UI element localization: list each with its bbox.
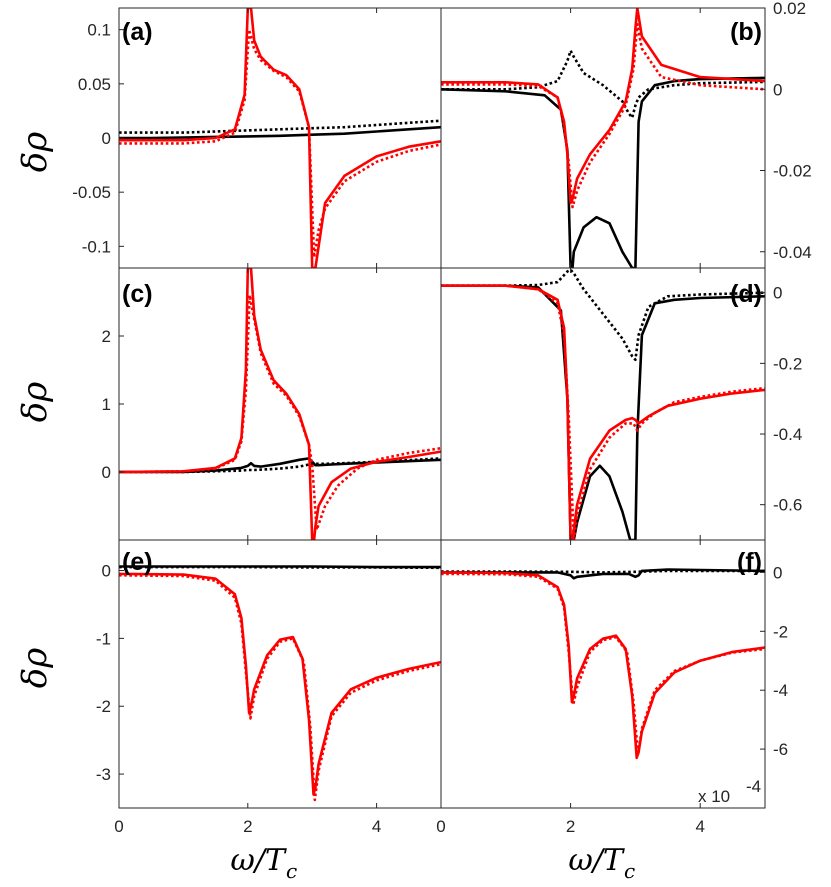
panel-label: (c) bbox=[122, 280, 153, 308]
series-group bbox=[441, 8, 765, 268]
y-tick-label: 0 bbox=[773, 563, 782, 582]
series-group bbox=[119, 268, 441, 540]
y-tick-label: 0 bbox=[102, 463, 111, 482]
panel-label: (e) bbox=[122, 548, 153, 576]
y-tick-label: -4 bbox=[773, 681, 788, 700]
panel-frame bbox=[440, 539, 766, 809]
x-tick-label: 0 bbox=[114, 817, 123, 836]
series-group bbox=[441, 268, 765, 540]
y-tick-label: -0.1 bbox=[82, 237, 111, 256]
black-dotted-line bbox=[119, 119, 441, 134]
black-solid-line bbox=[441, 568, 765, 580]
panel-d: 0 -0.2 -0.4 -0.6 (d) bbox=[440, 267, 802, 541]
x-tick-label: 2 bbox=[243, 817, 252, 836]
y-tick-label: -3 bbox=[96, 765, 111, 784]
black-dotted-line bbox=[441, 49, 765, 119]
panel-label: (d) bbox=[730, 280, 762, 308]
x-tick-label: 4 bbox=[695, 817, 704, 836]
red-dotted-line bbox=[119, 574, 441, 802]
panel-frame bbox=[440, 267, 766, 541]
y-tick-label: 0 bbox=[773, 80, 782, 99]
panel-frame bbox=[118, 267, 442, 541]
y-tick-label: 1 bbox=[102, 395, 111, 414]
panel-label: (b) bbox=[730, 18, 762, 46]
series-group bbox=[119, 8, 441, 268]
red-solid-line bbox=[119, 268, 441, 540]
series-group bbox=[441, 568, 765, 760]
y-tick-label: -0.6 bbox=[773, 496, 802, 515]
x-tick-label: 0 bbox=[436, 817, 445, 836]
y-tick-label: 2 bbox=[102, 327, 111, 346]
y-tick-label: 0.1 bbox=[87, 21, 111, 40]
red-solid-line bbox=[441, 284, 765, 540]
y-tick-label: 0.05 bbox=[78, 75, 111, 94]
black-dotted-line bbox=[441, 569, 765, 574]
panel-label: (a) bbox=[122, 18, 153, 46]
xlabel-right-sub: c bbox=[624, 859, 635, 883]
y-tick-label: -2 bbox=[96, 697, 111, 716]
panel-e: 0 -1 -2 -3 0 2 4 (e) bbox=[96, 539, 442, 836]
panel-b: 0.02 0 -0.02 -0.04 (b) bbox=[440, 0, 812, 269]
ylabel-top: δρ bbox=[15, 132, 55, 172]
red-dotted-line bbox=[119, 293, 441, 532]
y-tick-label: -0.2 bbox=[773, 354, 802, 373]
y-tick-label: -0.02 bbox=[773, 162, 812, 181]
red-solid-line bbox=[119, 572, 441, 796]
panel-label: (f) bbox=[737, 548, 762, 576]
red-dotted-line bbox=[441, 572, 765, 757]
y-tick-label: -0.04 bbox=[773, 243, 812, 262]
xlabel-right: ω/T bbox=[568, 843, 625, 878]
black-dotted-line bbox=[441, 268, 765, 362]
panel-a: 0.1 0.05 0 -0.05 -0.1 (a) bbox=[72, 7, 442, 269]
black-solid-line bbox=[119, 125, 441, 140]
exponent-power: -4 bbox=[746, 777, 761, 796]
y-tick-label: -0.4 bbox=[773, 425, 802, 444]
x-tick-label: 2 bbox=[566, 817, 575, 836]
y-tick-label: 0.02 bbox=[773, 0, 806, 18]
red-solid-line bbox=[441, 571, 765, 760]
black-dotted-line bbox=[119, 457, 441, 474]
y-tick-label: -2 bbox=[773, 622, 788, 641]
panel-c: 2 1 0 (c) bbox=[102, 267, 442, 541]
y-tick-label: -0.05 bbox=[72, 183, 111, 202]
y-tick-label: -1 bbox=[96, 629, 111, 648]
ylabel-bottom: δρ bbox=[15, 648, 55, 688]
y-tick-label: 0 bbox=[102, 562, 111, 581]
panels-group: 0.1 0.05 0 -0.05 -0.1 (a) 0.02 0 -0.02 -0.04 (b) 2 1… bbox=[72, 0, 812, 836]
xlabel-left-sub: c bbox=[286, 859, 297, 883]
ylabel-middle: δρ bbox=[15, 382, 55, 422]
panel-f: 0 -2 -4 -6 0 2 4 (f) bbox=[436, 539, 788, 836]
black-solid-line bbox=[441, 76, 765, 268]
red-dotted-line bbox=[441, 23, 765, 209]
y-tick-label: -6 bbox=[773, 740, 788, 759]
x-tick-label: 4 bbox=[372, 817, 381, 836]
red-dotted-line bbox=[441, 284, 765, 540]
xlabel-left: ω/T bbox=[230, 843, 287, 878]
exponent-note: x 10 bbox=[698, 787, 730, 806]
black-solid-line bbox=[441, 284, 765, 540]
black-dotted-line bbox=[119, 565, 441, 570]
series-group bbox=[119, 565, 441, 802]
y-tick-label: 0 bbox=[102, 129, 111, 148]
red-dotted-line bbox=[119, 28, 441, 259]
y-tick-label: 0 bbox=[773, 284, 782, 303]
red-solid-line bbox=[441, 8, 765, 205]
